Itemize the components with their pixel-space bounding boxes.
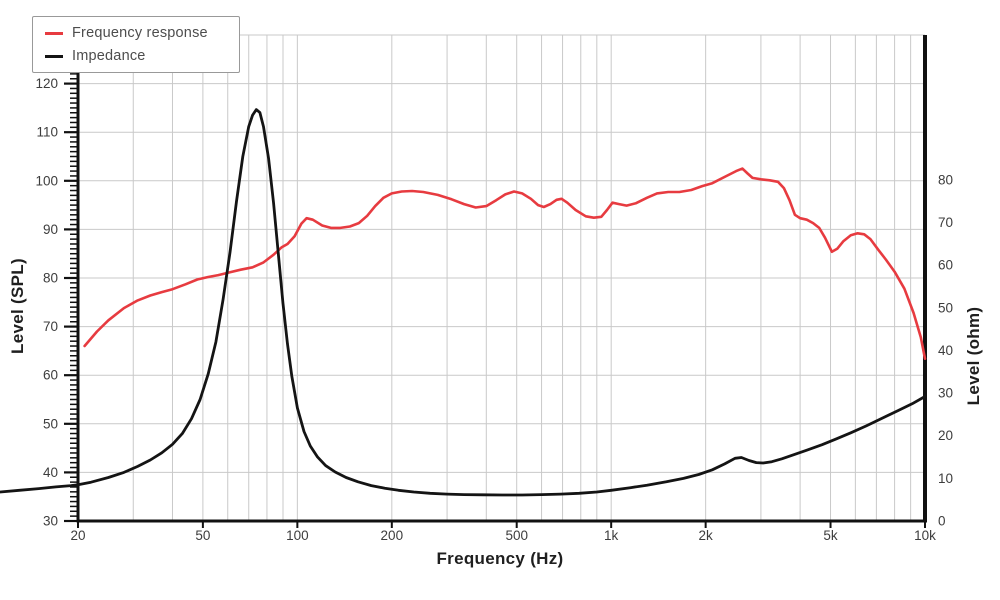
- x-tick-label: 10k: [914, 528, 936, 543]
- y-left-tick-label: 120: [35, 76, 58, 91]
- curve-frequency-response: [83, 167, 927, 361]
- legend-line-icon: [45, 54, 63, 58]
- x-tick-label: 500: [505, 528, 528, 543]
- y-right-tick-label: 50: [938, 300, 953, 315]
- y-right-tick-label: 20: [938, 428, 953, 443]
- x-axis-title: Frequency (Hz): [436, 549, 564, 568]
- x-tick-label: 20: [70, 528, 85, 543]
- y-right-tick-label: 80: [938, 172, 953, 187]
- y-left-tick-label: 60: [43, 368, 58, 383]
- y-left-tick-label: 90: [43, 222, 58, 237]
- y-right-tick-label: 60: [938, 258, 953, 273]
- x-tick-label: 50: [195, 528, 210, 543]
- y-right-tick-label: 10: [938, 471, 953, 486]
- y-right-tick-label: 70: [938, 215, 953, 230]
- x-tick-label: 5k: [823, 528, 838, 543]
- legend-label: Impedance: [72, 48, 146, 64]
- y-axis-title-right: Level (ohm): [964, 306, 983, 406]
- x-tick-label: 200: [381, 528, 404, 543]
- legend: Frequency response Impedance: [32, 16, 240, 73]
- y-right-tick-label: 0: [938, 514, 946, 529]
- y-axis-title-left: Level (SPL): [8, 258, 27, 354]
- y-left-tick-label: 40: [43, 465, 58, 480]
- x-tick-label: 100: [286, 528, 309, 543]
- y-left-tick-label: 110: [36, 125, 58, 140]
- x-tick-label: 1k: [604, 528, 619, 543]
- x-tick-label: 2k: [699, 528, 714, 543]
- legend-line-icon: [45, 31, 63, 35]
- y-left-tick-label: 100: [35, 173, 58, 188]
- y-right-tick-label: 40: [938, 343, 953, 358]
- legend-item-frequency-response: Frequency response: [45, 25, 229, 41]
- y-left-tick-label: 70: [43, 319, 58, 334]
- y-left-tick-label: 30: [43, 514, 58, 529]
- curve-impedance: [0, 108, 927, 497]
- y-right-tick-label: 30: [938, 386, 953, 401]
- legend-item-impedance: Impedance: [45, 48, 229, 64]
- y-left-tick-label: 50: [43, 416, 58, 431]
- legend-label: Frequency response: [72, 25, 208, 41]
- y-left-tick-label: 80: [43, 271, 58, 286]
